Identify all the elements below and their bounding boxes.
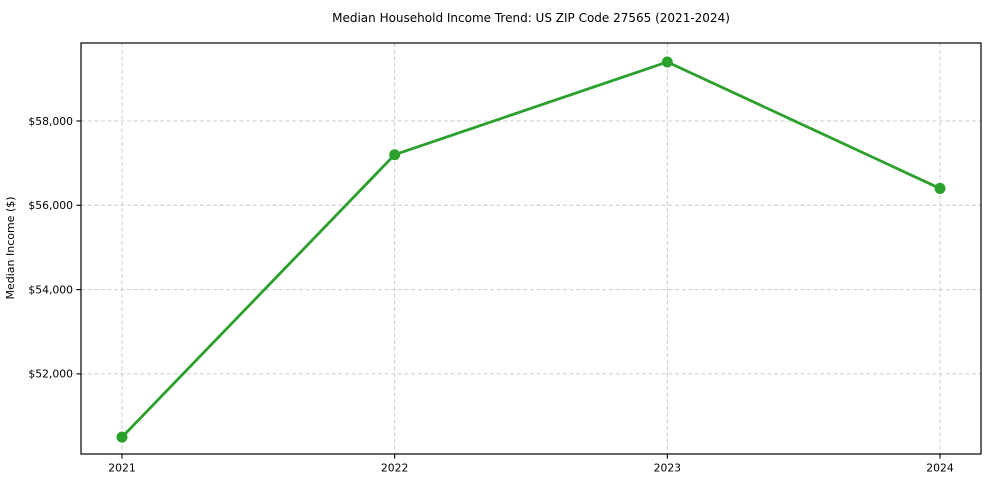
plot-frame [80, 42, 982, 455]
y-gridlines [81, 120, 981, 375]
y-tick-label: $52,000 [28, 368, 73, 381]
y-tick-label: $56,000 [28, 199, 73, 212]
chart-title: Median Household Income Trend: US ZIP Co… [332, 11, 730, 25]
x-tick-label: 2021 [108, 462, 135, 475]
data-point-marker [661, 56, 673, 68]
series-line-group [116, 56, 946, 443]
y-tick-label: $58,000 [28, 115, 73, 128]
data-point-marker [389, 149, 401, 161]
x-tick-label: 2024 [926, 462, 954, 475]
x-tick-labels: 2021 2022 2023 2024 [108, 462, 954, 475]
x-tick-label: 2023 [654, 462, 681, 475]
data-point-marker [934, 182, 946, 194]
y-tick-label: $54,000 [28, 283, 73, 296]
y-axis-label: Median Income ($) [4, 196, 17, 299]
series-line [120, 60, 942, 439]
data-point-marker [116, 431, 128, 443]
y-tick-labels: $52,000 $54,000 $56,000 $58,000 [28, 115, 73, 381]
x-tick-label: 2022 [381, 462, 408, 475]
x-gridlines [121, 43, 941, 454]
axis-ticks [76, 120, 941, 459]
